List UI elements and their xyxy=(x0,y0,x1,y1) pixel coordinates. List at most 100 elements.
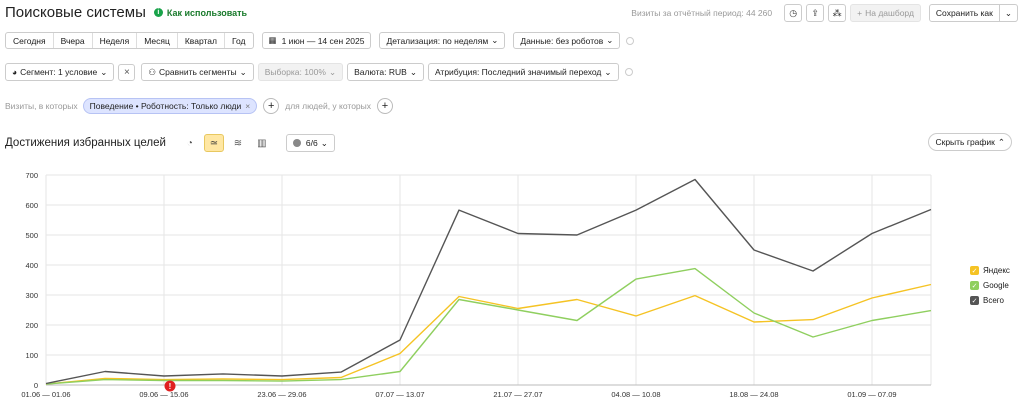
filter-chip[interactable]: Поведение • Роботность: Только люди × xyxy=(82,98,258,114)
chevron-down-icon: ⌄ xyxy=(1004,7,1012,18)
close-icon[interactable]: × xyxy=(245,101,251,111)
legend-item[interactable]: ✓ Яндекс xyxy=(970,266,1010,275)
add-people-filter-button[interactable]: + xyxy=(377,98,394,114)
preset-today[interactable]: Сегодня xyxy=(6,33,54,48)
attribution-dropdown[interactable]: Атрибуция: Последний значимый переход ⌄ xyxy=(427,63,619,81)
data-dropdown[interactable]: Данные: без роботов ⌄ xyxy=(513,32,621,49)
checkbox-icon[interactable]: ✓ xyxy=(970,281,979,290)
save-as-dropdown[interactable]: ⌄ xyxy=(999,4,1018,22)
chevron-down-icon: ⌄ xyxy=(320,137,328,148)
currency-label: Валюта: RUB xyxy=(354,67,407,77)
to-dashboard-button[interactable]: + На дашборд xyxy=(850,4,921,22)
detail-label: Детализация: по неделям xyxy=(386,35,489,46)
date-range-label: 1 июн — 14 сен 2025 xyxy=(281,35,365,46)
segment-dropdown[interactable]: ◕ Сегмент: 1 условие ⌄ xyxy=(5,63,115,81)
line-chart-view-button[interactable]: ≃ xyxy=(203,134,224,152)
export-button[interactable]: ⇪ xyxy=(806,4,825,22)
chevron-down-icon: ⌄ xyxy=(239,66,247,77)
pie-chart-view-button[interactable]: ◔ xyxy=(180,134,200,152)
compare-label: Сравнить сегменты xyxy=(159,67,237,77)
goals-label: 6/6 xyxy=(305,138,318,148)
plus-icon: + xyxy=(857,8,863,18)
chevron-up-icon: ⌃ xyxy=(997,136,1005,147)
share-button[interactable]: ⁂ xyxy=(828,4,847,22)
x-tick-label: 01.06 — 01.06 xyxy=(21,390,70,399)
detail-dropdown[interactable]: Детализация: по неделям ⌄ xyxy=(379,32,506,49)
chevron-down-icon: ⌄ xyxy=(606,35,614,45)
header: Поисковые системы i Как использовать xyxy=(5,4,247,21)
preset-week[interactable]: Неделя xyxy=(93,33,138,48)
period-presets: Сегодня Вчера Неделя Месяц Квартал Год xyxy=(5,32,254,49)
chevron-down-icon: ⌄ xyxy=(604,66,612,77)
annotation-label: ! xyxy=(169,382,172,391)
filters-row: Визиты, в которых Поведение • Роботность… xyxy=(5,98,399,114)
how-to-use-label: Как использовать xyxy=(166,7,248,18)
y-tick-label: 300 xyxy=(25,291,38,300)
pie-icon: ◕ xyxy=(12,67,18,77)
segment-label: Сегмент: 1 условие xyxy=(20,67,98,77)
visits-where-label: Визиты, в которых xyxy=(5,101,78,111)
area-chart-view-button[interactable]: ≋ xyxy=(228,134,248,152)
help-icon[interactable] xyxy=(626,36,635,45)
segment-toolbar: ◕ Сегмент: 1 условие ⌄ × ⚇ Сравнить сегм… xyxy=(5,63,633,81)
plus-icon: + xyxy=(268,100,275,112)
info-icon: i xyxy=(153,8,163,17)
plus-icon: + xyxy=(381,100,389,112)
calendar-icon: ▦ xyxy=(268,35,277,45)
chevron-down-icon: ⌄ xyxy=(409,66,417,77)
chart-legend: ✓ Яндекс ✓ Google ✓ Всего xyxy=(970,266,1010,311)
goals-dropdown[interactable]: 6/6 ⌄ xyxy=(285,134,335,152)
y-tick-label: 500 xyxy=(25,231,38,240)
x-tick-label: 18.08 — 24.08 xyxy=(729,390,778,399)
preset-year[interactable]: Год xyxy=(231,35,246,46)
hide-chart-label: Скрыть график xyxy=(935,137,995,147)
y-tick-label: 0 xyxy=(34,381,38,390)
y-tick-label: 700 xyxy=(25,171,38,180)
chevron-down-icon: ⌄ xyxy=(100,66,108,77)
legend-label: Яндекс xyxy=(983,266,1010,275)
filter-chip-label: Поведение • Роботность: Только люди xyxy=(89,101,242,111)
clear-segment-button[interactable]: × xyxy=(118,63,136,81)
legend-item[interactable]: ✓ Всего xyxy=(970,296,1010,305)
x-tick-label: 07.07 — 13.07 xyxy=(375,390,424,399)
history-button[interactable]: ◷ xyxy=(784,4,803,22)
upload-icon: ⇪ xyxy=(811,7,819,18)
section-title: Достижения избранных целей xyxy=(5,137,166,149)
currency-dropdown[interactable]: Валюта: RUB ⌄ xyxy=(347,63,424,81)
checkbox-icon[interactable]: ✓ xyxy=(970,296,979,305)
share-icon: ⁂ xyxy=(832,7,842,18)
add-visit-filter-button[interactable]: + xyxy=(263,98,280,114)
close-icon: × xyxy=(123,66,130,78)
chevron-down-icon: ⌄ xyxy=(491,35,499,45)
compare-segments-dropdown[interactable]: ⚇ Сравнить сегменты ⌄ xyxy=(141,63,254,81)
page-title: Поисковые системы xyxy=(5,4,146,21)
line-chart-icon: ≃ xyxy=(209,137,219,149)
annotation-marker xyxy=(164,380,176,392)
data-label: Данные: без роботов xyxy=(520,35,604,46)
bar-chart-view-button[interactable]: ▥ xyxy=(252,134,272,152)
header-actions: Визиты за отчётный период: 44 260 ◷ ⇪ ⁂ … xyxy=(631,4,1018,22)
how-to-use-link[interactable]: i Как использовать xyxy=(153,7,248,18)
y-tick-label: 100 xyxy=(25,351,38,360)
preset-yesterday[interactable]: Вчера xyxy=(54,33,93,48)
bar-chart-icon: ▥ xyxy=(257,137,267,149)
date-range-button[interactable]: ▦ 1 июн — 14 сен 2025 xyxy=(261,32,372,49)
legend-label: Google xyxy=(983,281,1009,290)
sample-dropdown[interactable]: Выборка: 100% ⌄ xyxy=(257,63,344,81)
legend-item[interactable]: ✓ Google xyxy=(970,281,1010,290)
x-tick-label: 21.07 — 27.07 xyxy=(493,390,542,399)
help-icon[interactable] xyxy=(624,68,633,76)
y-tick-label: 200 xyxy=(25,321,38,330)
period-toolbar: Сегодня Вчера Неделя Месяц Квартал Год ▦… xyxy=(5,32,635,49)
to-dashboard-label: На дашборд xyxy=(865,8,914,18)
legend-label: Всего xyxy=(983,296,1004,305)
save-as-button[interactable]: Сохранить как xyxy=(928,4,1000,22)
visits-counter: Визиты за отчётный период: 44 260 xyxy=(631,8,773,18)
series-line-Яндекс xyxy=(45,283,932,385)
hide-chart-button[interactable]: Скрыть график ⌃ xyxy=(928,133,1012,151)
preset-month[interactable]: Месяц xyxy=(137,33,178,48)
y-tick-label: 400 xyxy=(25,261,38,270)
clock-icon: ◷ xyxy=(789,7,798,18)
checkbox-icon[interactable]: ✓ xyxy=(970,266,979,275)
preset-quarter[interactable]: Квартал xyxy=(178,33,225,48)
